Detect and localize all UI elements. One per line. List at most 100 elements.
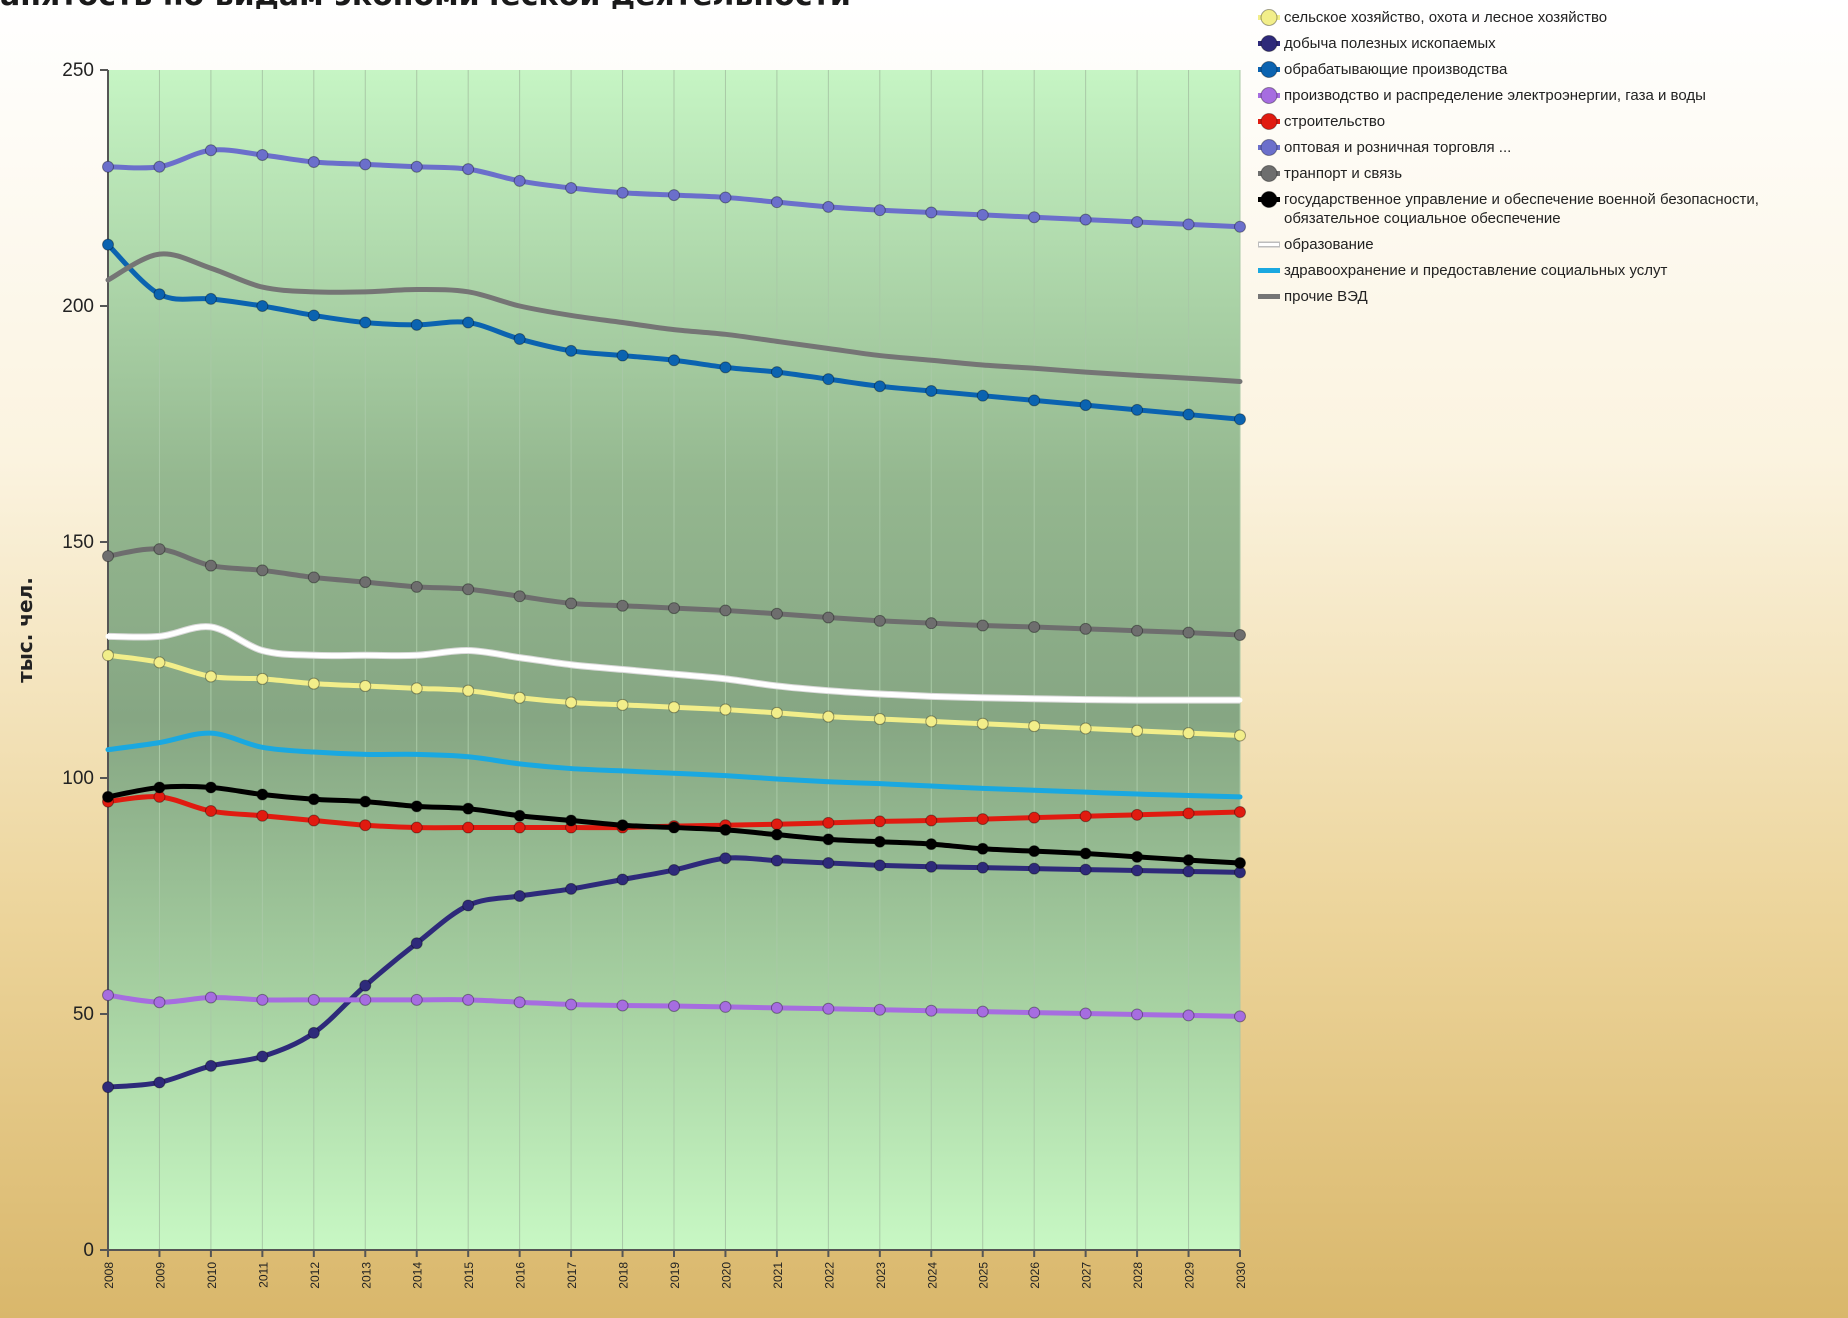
data-point bbox=[359, 979, 372, 992]
data-point bbox=[1028, 811, 1041, 824]
legend-swatch bbox=[1258, 261, 1280, 280]
data-point bbox=[873, 713, 886, 725]
x-tick-label: 2011 bbox=[256, 1262, 270, 1288]
data-point bbox=[359, 158, 372, 171]
x-tick-label: 2016 bbox=[514, 1262, 528, 1289]
data-point bbox=[976, 717, 989, 730]
legend-label: транпорт и связь bbox=[1284, 165, 1403, 182]
x-tick-label: 2029 bbox=[1183, 1262, 1197, 1289]
series-8 bbox=[102, 781, 1246, 869]
data-point bbox=[102, 989, 114, 1002]
data-point bbox=[513, 691, 526, 704]
x-tick-label: 2024 bbox=[925, 1262, 939, 1289]
data-point bbox=[153, 656, 166, 669]
data-point bbox=[925, 206, 938, 219]
legend-label: строительство bbox=[1284, 113, 1386, 130]
data-point bbox=[513, 809, 526, 822]
data-point bbox=[153, 781, 166, 794]
data-point bbox=[565, 814, 578, 827]
data-point bbox=[770, 607, 783, 620]
x-tick-label: 2023 bbox=[874, 1262, 888, 1289]
series-4 bbox=[102, 989, 1246, 1023]
legend: сельское хозяйство, охота и лесное хозяй… bbox=[1258, 8, 1848, 313]
x-tick-label: 2009 bbox=[153, 1262, 167, 1289]
data-point bbox=[359, 795, 372, 808]
legend-swatch bbox=[1258, 112, 1280, 131]
x-tick-label: 2019 bbox=[668, 1262, 682, 1289]
data-point bbox=[719, 703, 732, 716]
x-tick-label: 2010 bbox=[205, 1262, 219, 1289]
data-point bbox=[1131, 1008, 1144, 1021]
data-point bbox=[1079, 213, 1092, 226]
legend-swatch bbox=[1258, 86, 1280, 105]
data-point bbox=[1028, 211, 1041, 224]
data-point bbox=[565, 344, 578, 357]
legend-swatch bbox=[1258, 164, 1280, 183]
data-point bbox=[668, 354, 680, 367]
y-tick-label: 0 bbox=[83, 1240, 94, 1261]
data-point bbox=[719, 852, 732, 865]
data-point bbox=[1234, 856, 1246, 869]
data-point bbox=[668, 602, 680, 615]
legend-label: государственное управление и обеспечение… bbox=[1284, 191, 1759, 227]
data-point bbox=[1182, 807, 1195, 820]
line-chart: 0 50 100 150 200 250 2008 2009 2010 2011 2012 2013 2… bbox=[13, 60, 1248, 1289]
data-point bbox=[359, 576, 372, 589]
data-point bbox=[513, 174, 526, 187]
data-point bbox=[359, 993, 372, 1006]
data-point bbox=[256, 809, 269, 822]
data-point bbox=[873, 835, 886, 848]
series-9 bbox=[105, 623, 1243, 704]
x-tick-label: 2017 bbox=[565, 1262, 579, 1289]
x-tick-label: 2020 bbox=[719, 1262, 733, 1289]
data-point bbox=[256, 993, 269, 1006]
legend-label: образование bbox=[1284, 236, 1374, 253]
y-tick-label: 150 bbox=[62, 532, 94, 553]
data-point bbox=[462, 899, 475, 912]
data-point bbox=[925, 814, 938, 827]
y-tick-label: 100 bbox=[62, 768, 94, 789]
series-lines bbox=[102, 144, 1246, 1094]
data-point bbox=[462, 684, 475, 697]
data-point bbox=[616, 698, 629, 711]
data-point bbox=[719, 823, 732, 836]
data-point bbox=[616, 186, 629, 199]
data-point bbox=[1131, 724, 1144, 737]
data-point bbox=[462, 583, 475, 596]
data-point bbox=[513, 821, 526, 834]
data-point bbox=[668, 189, 680, 202]
data-point bbox=[822, 833, 835, 846]
data-point bbox=[513, 890, 526, 902]
data-point bbox=[822, 373, 835, 386]
data-point bbox=[668, 999, 680, 1012]
legend-item: оптовая и розничная торговля ... bbox=[1258, 138, 1848, 157]
data-point bbox=[307, 1026, 320, 1039]
legend-item: прочие ВЭД bbox=[1258, 287, 1848, 306]
data-point bbox=[1079, 847, 1092, 860]
data-point bbox=[462, 316, 475, 329]
data-point bbox=[1079, 810, 1092, 823]
data-point bbox=[462, 163, 475, 176]
x-tick-label: 2030 bbox=[1234, 1262, 1248, 1289]
data-point bbox=[976, 619, 989, 632]
data-point bbox=[976, 1005, 989, 1018]
data-point bbox=[1182, 408, 1195, 421]
data-point bbox=[1028, 620, 1041, 633]
data-point bbox=[822, 816, 835, 829]
y-tick-label: 250 bbox=[62, 60, 94, 81]
data-point bbox=[1182, 1009, 1195, 1022]
legend-label: сельское хозяйство, охота и лесное хозяй… bbox=[1284, 9, 1608, 26]
data-point bbox=[204, 292, 217, 305]
legend-swatch bbox=[1258, 235, 1280, 254]
data-point bbox=[770, 854, 783, 867]
x-tick-label: 2021 bbox=[771, 1262, 785, 1289]
data-point bbox=[410, 160, 423, 173]
series-line bbox=[105, 624, 1243, 703]
x-tick-label: 2025 bbox=[977, 1262, 991, 1289]
data-point bbox=[1131, 808, 1144, 821]
data-point bbox=[616, 819, 629, 832]
data-point bbox=[1079, 399, 1092, 412]
data-point bbox=[1234, 413, 1246, 426]
data-point bbox=[1234, 729, 1246, 742]
data-point bbox=[153, 160, 166, 173]
